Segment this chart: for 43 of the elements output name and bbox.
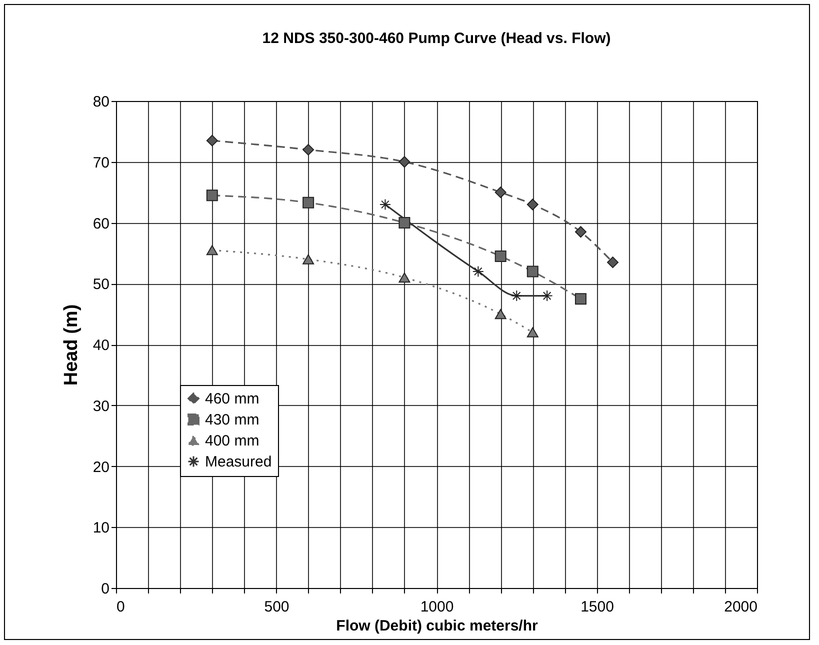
point <box>494 186 506 198</box>
y-tick-label: 40 <box>92 337 110 354</box>
x-tick-label: 500 <box>264 598 290 616</box>
y-tick-label: 10 <box>92 520 110 537</box>
point <box>398 272 410 283</box>
y-tick-label: 80 <box>92 94 110 110</box>
point <box>472 266 484 278</box>
legend-label: 400 mm <box>205 432 260 450</box>
y-tick-label: 30 <box>92 398 110 415</box>
point <box>302 196 314 208</box>
point <box>494 309 506 320</box>
point <box>398 156 410 168</box>
legend-label: Measured <box>205 454 272 470</box>
point <box>526 198 538 210</box>
point <box>206 134 218 146</box>
y-tick-label: 0 <box>101 580 110 598</box>
legend-label: 430 mm <box>205 412 260 428</box>
y-tick-label: 20 <box>92 458 110 476</box>
chart-title: 12 NDS 350-300-460 Pump Curve (Head vs. Flow) <box>262 30 611 47</box>
y-axis-title: Head (m) <box>60 304 82 386</box>
y-tick-label: 50 <box>92 276 110 294</box>
x-axis-title: Flow (Debit) cubic meters/hr <box>336 618 538 634</box>
point <box>526 327 538 338</box>
x-tick-label: 0 <box>116 598 125 616</box>
point <box>541 290 553 302</box>
point <box>302 144 314 156</box>
x-tick-label: 2000 <box>724 598 758 616</box>
y-tick-label: 60 <box>92 215 110 232</box>
point <box>494 250 506 262</box>
point <box>206 190 218 202</box>
point <box>206 245 218 256</box>
legend-label: 460 mm <box>205 390 260 408</box>
point <box>526 266 538 278</box>
x-tick-label: 1000 <box>420 598 454 616</box>
x-tick-label: 1500 <box>580 598 614 616</box>
point <box>510 290 522 302</box>
point <box>607 256 619 268</box>
point <box>398 217 410 228</box>
point <box>379 198 391 210</box>
y-tick-label: 70 <box>92 154 110 172</box>
point <box>574 226 586 238</box>
point <box>302 254 314 264</box>
point <box>574 293 586 305</box>
